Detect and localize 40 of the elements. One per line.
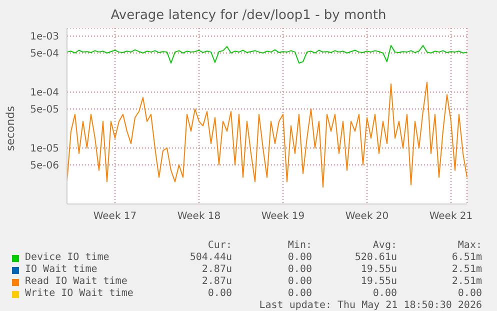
text: 6.51m (450, 252, 482, 264)
x-tick-label: Week 21 (429, 211, 473, 222)
text: 0.00 (286, 264, 312, 276)
x-tick-label: Week 17 (93, 211, 137, 222)
text: 2.51m (450, 276, 482, 288)
y-tick-label: 5e-06 (30, 160, 59, 172)
text: 520.61u (354, 252, 397, 264)
y-tick-label: 5e-05 (30, 104, 59, 116)
y-tick-label: 1e-03 (30, 32, 59, 43)
text: 0.00 (286, 288, 312, 300)
line-series (66, 82, 468, 188)
text: 0.00 (372, 288, 397, 300)
text: Last update: Thu May 21 18:50:30 2026 (258, 300, 482, 311)
text: 0.00 (206, 288, 232, 300)
text: 0.00 (286, 252, 312, 264)
chart-title: Average latency for /dev/loop1 - by month (110, 7, 388, 25)
y-tick-label: 5e-04 (30, 48, 59, 60)
x-tick-label: Week 18 (177, 211, 221, 222)
legend-label: Device IO time (24, 252, 110, 264)
text: Max: (456, 240, 482, 252)
text: Cur: (206, 240, 232, 252)
line-series (66, 45, 468, 64)
text: 504.44u (188, 252, 232, 264)
text: 2.87u (200, 276, 232, 288)
legend-label: IO Wait time (24, 264, 98, 276)
text: 2.51m (450, 264, 482, 276)
x-tick-label: Week 20 (345, 211, 389, 222)
text: 0.00 (286, 276, 312, 288)
text: 0.00 (456, 288, 482, 300)
text: 19.55u (360, 264, 397, 276)
text: Min: (286, 240, 312, 252)
text: 19.55u (360, 276, 397, 288)
x-tick-label: Week 19 (261, 211, 305, 222)
y-tick-label: 1e-04 (30, 88, 59, 99)
legend-label: Write IO Wait time (24, 288, 134, 300)
y-axis-title: seconds (4, 106, 16, 150)
y-tick-label: 1e-05 (30, 144, 59, 155)
legend-label: Read IO Wait time (24, 276, 128, 288)
text: Avg: (372, 240, 397, 252)
text: 2.87u (200, 264, 232, 276)
